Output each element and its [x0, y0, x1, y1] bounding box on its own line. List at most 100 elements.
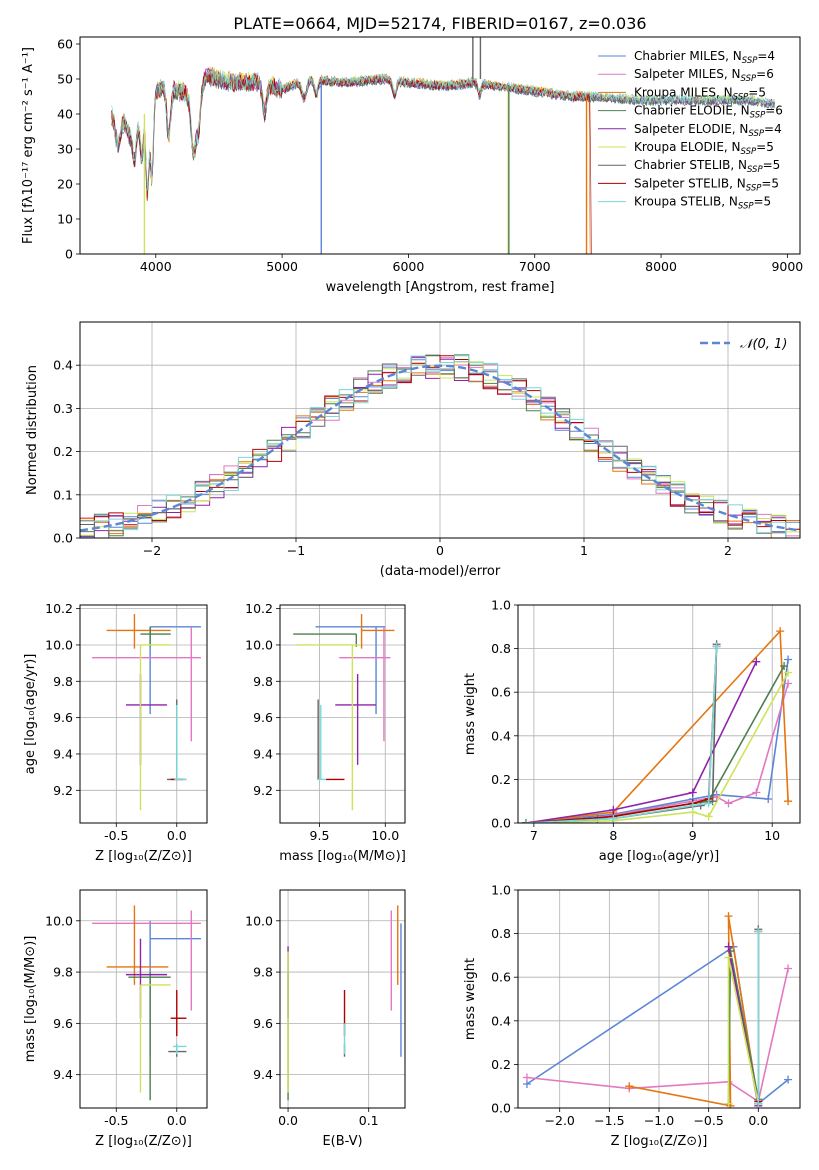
tick-label-y: 0.0: [491, 816, 511, 831]
age_vs_Z-chart: -0.5 0.0 9.2 9.4 9.6 9.8 10.0 10.2 Z [log₁₀(Z/Z⊙…: [23, 601, 208, 864]
tick-label-y: 30: [57, 142, 73, 157]
tick-label-x: 6000: [393, 259, 425, 274]
axis-label-x: (data-model)/error: [380, 564, 501, 579]
axis-label-y: Flux [fλ10⁻¹⁷ erg cm⁻² s⁻¹ A⁻¹]: [21, 47, 36, 244]
tick-label-y: 40: [57, 107, 73, 122]
legend-subscript: SSP: [750, 111, 766, 121]
tick-label-x: −2.0: [545, 1113, 575, 1128]
axes-frame: [79, 321, 801, 539]
axes-frame: [517, 604, 801, 824]
tick-label-y: 9.6: [53, 1016, 73, 1031]
axis-label-y: mass weight: [463, 958, 478, 1040]
residuals-legend: 𝒩(0, 1): [700, 337, 787, 352]
weight-marker-yellowgreen: [724, 1099, 733, 1108]
legend-subscript: SSP: [748, 129, 764, 139]
tick-label-x: 9.5: [310, 828, 330, 843]
axis-label-y: mass weight: [463, 673, 478, 755]
tick-label-y: 9.2: [53, 783, 73, 798]
weight-marker-orange: [625, 1082, 634, 1091]
legend-label-rest: =5: [756, 140, 774, 154]
axis-label-y: age [log₁₀(age/yr)]: [23, 654, 38, 775]
weight-marker-orange: [724, 912, 733, 921]
tick-label-y: 10.2: [45, 601, 73, 616]
weight-line-pink: [526, 968, 789, 1103]
tick-label-x: -0.5: [104, 1113, 128, 1128]
legend-label-rest: =4: [764, 122, 782, 136]
weight-marker-yellowgreen: [704, 812, 713, 821]
tick-label-y: 0.2: [53, 444, 73, 459]
errorbars: [287, 905, 402, 1101]
weight-line-blue: [526, 945, 789, 1106]
legend-label: Salpeter ELODIE, NSSP=4: [634, 122, 782, 139]
tick-label-y: 9.6: [253, 710, 273, 725]
weight-marker-pink: [752, 788, 761, 797]
legend-subscript: SSP: [733, 92, 749, 102]
tick-label-y: 9.8: [253, 674, 273, 689]
legend-subscript: SSP: [741, 74, 757, 84]
axes-frame: [279, 889, 406, 1109]
legend-label-rest: =6: [765, 104, 783, 118]
legend-label-rest: =5: [748, 85, 766, 99]
tick-label-x: 0.1: [359, 1113, 379, 1128]
tick-label-y: 0.1: [53, 487, 73, 502]
weight-marker-yellowgreen: [724, 953, 733, 962]
legend-label: Salpeter STELIB, NSSP=5: [634, 176, 779, 193]
weight-marker-purple: [752, 657, 761, 666]
weight-line-pink: [525, 683, 789, 823]
weight-marker-pink: [784, 964, 793, 973]
tick-label-y: 10.0: [45, 913, 73, 928]
tick-label-y: 1.0: [491, 598, 511, 613]
weight-marker-pink: [784, 679, 793, 688]
axis-label-x: Z [log₁₀(Z/Z⊙)]: [611, 1134, 708, 1149]
spectrum-lines: [111, 37, 775, 254]
tick-label-y: 9.4: [53, 1067, 73, 1082]
tick-label-x: 9000: [771, 259, 803, 274]
tick-label-x: 10.0: [371, 828, 399, 843]
figure-title: PLATE=0664, MJD=52174, FIBERID=0167, z=0…: [233, 14, 646, 33]
tick-label-y: 0.0: [53, 531, 73, 546]
weight-marker-cyan: [609, 814, 618, 823]
tick-label-y: 9.4: [53, 746, 73, 761]
legend-label-rest: =4: [757, 49, 775, 63]
tick-label-y: 20: [57, 177, 73, 192]
errorbars: [92, 905, 201, 1101]
tick-label-y: 0.4: [53, 358, 73, 373]
legend-label: Kroupa STELIB, NSSP=5: [634, 195, 771, 212]
tick-label-x: 2: [724, 543, 732, 558]
tick-label-x: 4000: [140, 259, 172, 274]
tick-label-x: 5000: [266, 259, 298, 274]
age_vs_mass-chart: 9.5 10.0 9.2 9.4 9.6 9.8 10.0 10.2 mass [log₁₀(M…: [245, 601, 406, 864]
tick-label-y: 0.4: [491, 728, 511, 743]
tick-label-x: 0.0: [748, 1113, 768, 1128]
tick-label-x: 0.0: [167, 828, 187, 843]
mass_vs_Z-chart: -0.5 0.0 9.4 9.6 9.8 10.0 Z [log₁₀(Z/Z⊙)] mass …: [23, 889, 208, 1149]
legend-label: Chabrier STELIB, NSSP=5: [634, 158, 780, 175]
panels: 4000 5000 6000 7000 8000 90000102030405060wav…: [21, 36, 803, 1149]
weight-marker-cyan: [754, 927, 763, 936]
weight_vs_age-chart: 7 8 9 10 0.0 0.2 0.4 0.6 0.8 1.0 age [log₁₀(age/yr…: [463, 598, 801, 864]
weight-marker-cyan: [704, 799, 713, 808]
legend-label-rest: =6: [756, 67, 774, 81]
axis-label-x: wavelength [Angstrom, rest frame]: [326, 280, 555, 295]
legend-label: 𝒩(0, 1): [740, 337, 787, 352]
legend-subscript: SSP: [741, 147, 757, 157]
normal-curve: [80, 364, 800, 532]
weight-marker-blue: [764, 795, 773, 804]
tick-label-x: 0.0: [167, 1113, 187, 1128]
tick-label-y: 60: [57, 37, 73, 52]
errorbars: [92, 614, 201, 811]
weight-marker-purple: [688, 788, 697, 797]
tick-label-x: 1: [580, 543, 588, 558]
residuals-chart: −2 −1 0 1 2 0.0 0.1 0.2 0.3 0.4 (data-model)/error…: [25, 321, 801, 579]
legend-label: Chabrier ELODIE, NSSP=6: [634, 104, 783, 121]
weight-marker-orange: [784, 797, 793, 806]
tick-label-x: −2: [143, 543, 161, 558]
tick-label-x: −1.0: [644, 1113, 674, 1128]
axes-frame: [517, 889, 801, 1109]
tick-label-y: 9.8: [53, 674, 73, 689]
tick-label-y: 0.2: [491, 1057, 511, 1072]
axes-frame: [79, 604, 208, 824]
axis-label-x: age [log₁₀(age/yr)]: [599, 849, 720, 864]
weight-marker-cyan: [754, 1099, 763, 1108]
